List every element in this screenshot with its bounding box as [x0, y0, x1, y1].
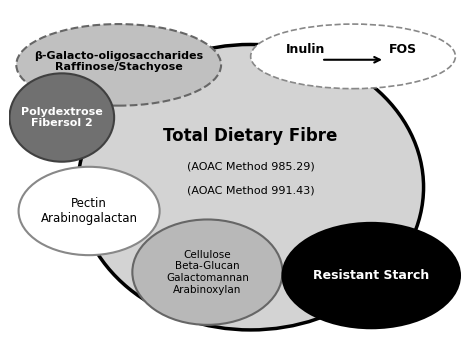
Text: Total Dietary Fibre: Total Dietary Fibre	[164, 127, 338, 145]
Ellipse shape	[78, 45, 424, 330]
Ellipse shape	[251, 24, 456, 88]
Ellipse shape	[9, 73, 114, 162]
Ellipse shape	[283, 223, 460, 328]
Text: Pectin
Arabinogalactan: Pectin Arabinogalactan	[41, 197, 137, 225]
Text: Polydextrose
Fibersol 2: Polydextrose Fibersol 2	[21, 107, 103, 129]
Text: Inulin: Inulin	[285, 43, 325, 56]
Text: FOS: FOS	[389, 43, 417, 56]
Ellipse shape	[18, 167, 160, 255]
Text: (AOAC Method 985.29): (AOAC Method 985.29)	[187, 162, 315, 172]
Text: β-Galacto-oligosaccharides
Raffinose/Stachyose: β-Galacto-oligosaccharides Raffinose/Sta…	[34, 51, 203, 72]
Ellipse shape	[132, 219, 283, 325]
Text: (AOAC Method 991.43): (AOAC Method 991.43)	[187, 185, 314, 196]
Text: Resistant Starch: Resistant Starch	[313, 269, 429, 282]
Text: Cellulose
Beta-Glucan
Galactomannan
Arabinoxylan: Cellulose Beta-Glucan Galactomannan Arab…	[166, 250, 249, 295]
Ellipse shape	[16, 24, 221, 105]
